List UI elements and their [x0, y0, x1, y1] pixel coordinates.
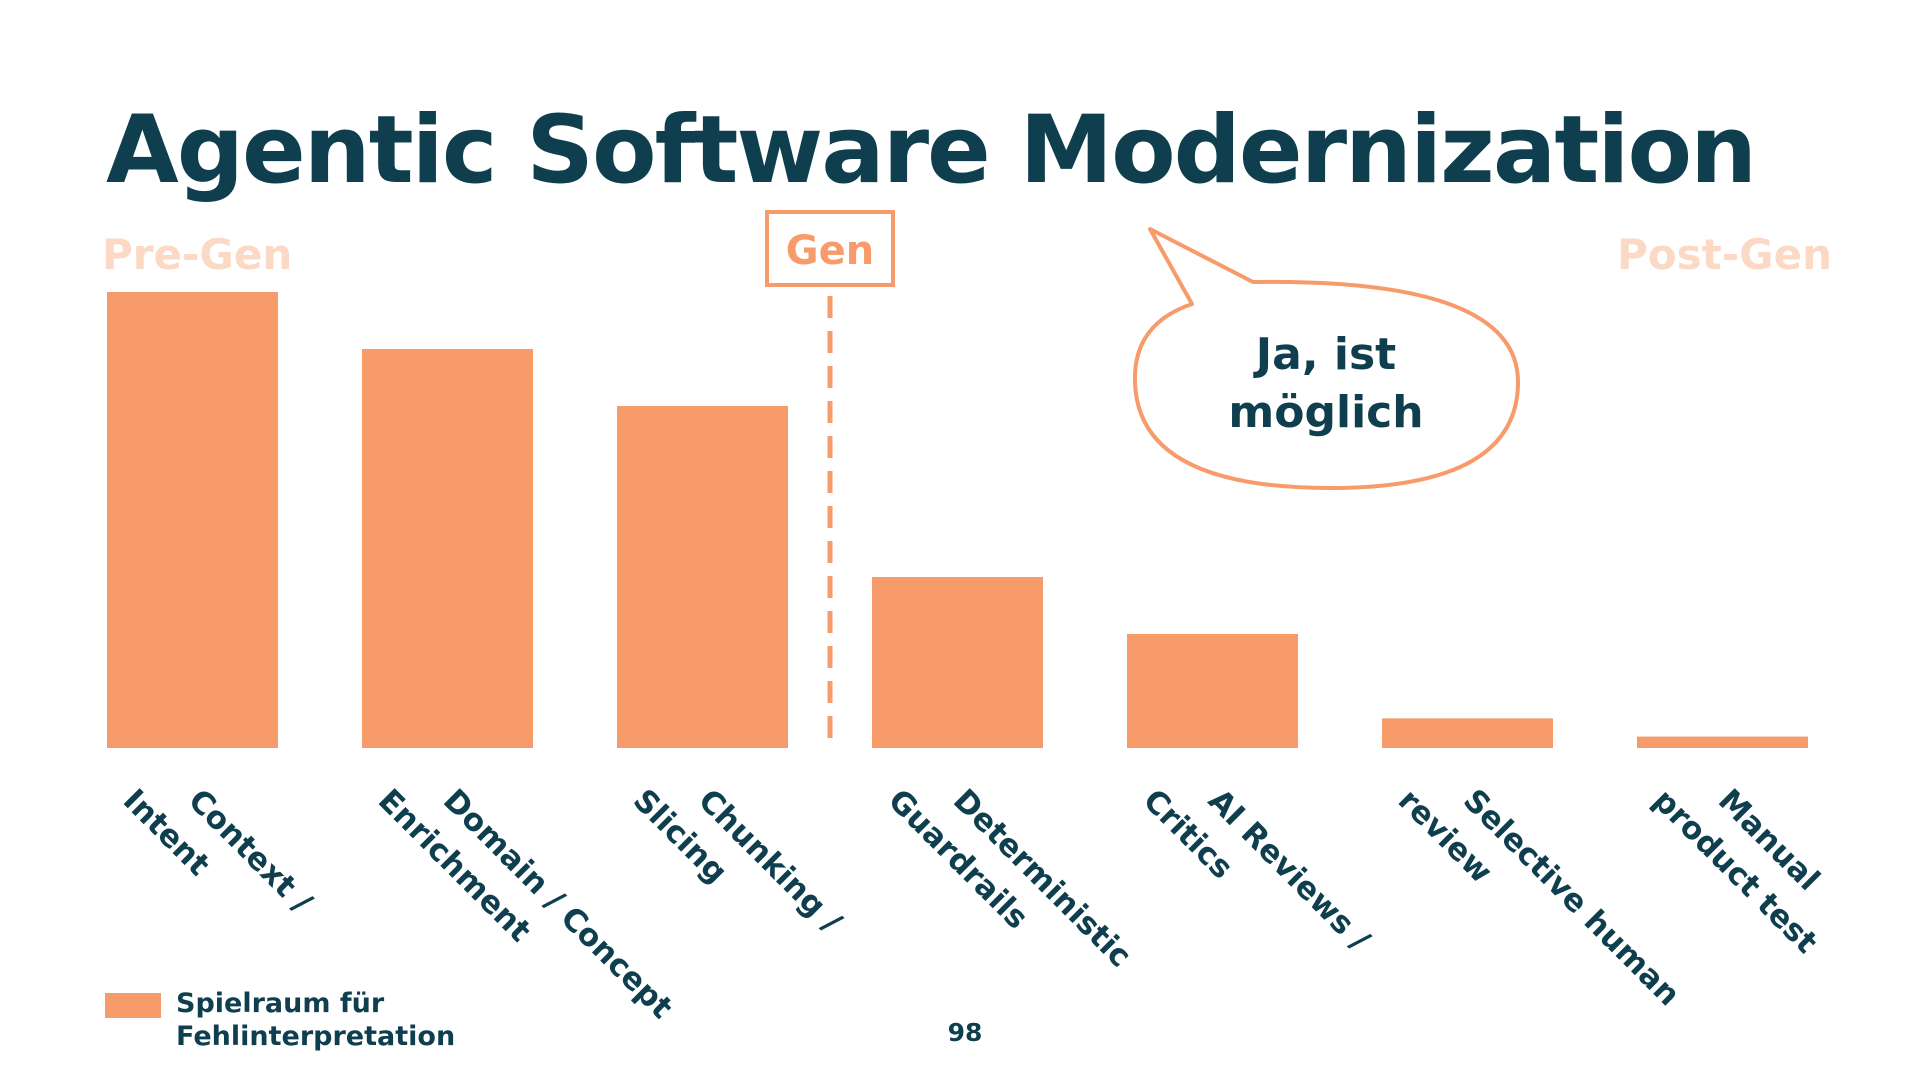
- bars-layer: [107, 292, 1808, 748]
- bar-5: [1127, 634, 1298, 748]
- category-label-3: Chunking /Slicing: [626, 782, 849, 940]
- category-label-6-line1: Selective human: [1456, 782, 1687, 1013]
- bar-3: [617, 406, 788, 748]
- legend-swatch: [105, 993, 161, 1018]
- speech-bubble-text-line2: möglich: [1228, 387, 1423, 438]
- bar-1: [107, 292, 278, 748]
- phase-label-post-gen: Post-Gen: [1617, 230, 1832, 279]
- bar-4: [872, 577, 1043, 748]
- legend-label-line1: Spielraum für: [176, 988, 385, 1019]
- category-label-1: Context /Intent: [116, 782, 319, 920]
- phase-label-gen: Gen: [786, 228, 874, 274]
- bar-2: [362, 349, 533, 748]
- legend-label-line2: Fehlinterpretation: [176, 1021, 455, 1052]
- slide-title: Agentic Software Modernization: [106, 96, 1757, 205]
- page-number: 98: [948, 1018, 983, 1047]
- bar-6: [1382, 718, 1553, 748]
- speech-bubble: [1132, 227, 1520, 490]
- category-label-5: AI Reviews /Critics: [1136, 782, 1377, 958]
- gen-label-box: [765, 210, 895, 287]
- bar-7: [1637, 736, 1808, 748]
- speech-bubble-text-line1: Ja, ist: [1253, 329, 1396, 380]
- phase-label-pre-gen: Pre-Gen: [102, 230, 292, 279]
